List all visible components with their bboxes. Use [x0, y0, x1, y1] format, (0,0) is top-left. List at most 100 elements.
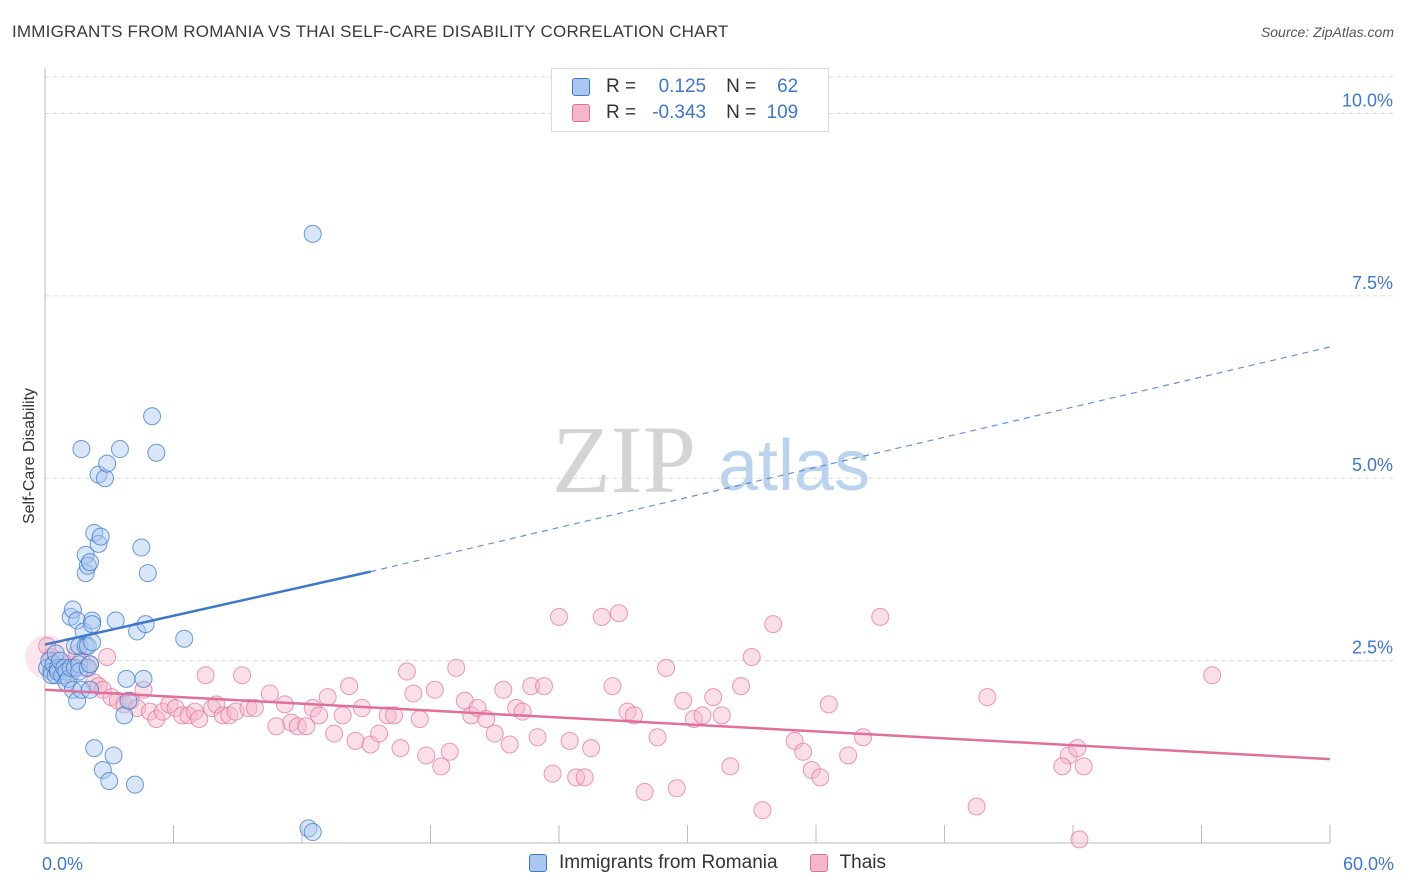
y-tick-label: 5.0% — [1352, 455, 1393, 475]
legend-row-romania: R = 0.125 N = 62 — [572, 75, 798, 99]
thais-point — [1053, 757, 1072, 776]
legend-label-thais: Thais — [839, 852, 887, 873]
y-axis-title: Self-Care Disability — [21, 388, 38, 524]
thais-point — [267, 717, 286, 736]
watermark-zip: ZIP — [552, 406, 696, 513]
thais-point — [233, 666, 252, 685]
thais-point — [325, 724, 344, 743]
series-legend: Immigrants from Romania Thais — [529, 852, 918, 874]
thais-point — [432, 757, 451, 776]
romania-point — [91, 527, 110, 546]
thais-point — [657, 658, 676, 677]
romania-point — [119, 691, 138, 710]
romania-point — [70, 662, 89, 681]
thais-point — [297, 717, 316, 736]
romania-point — [76, 564, 95, 583]
r-label: R = — [606, 102, 637, 123]
legend-row-thais: R = -0.343 N = 109 — [572, 101, 798, 125]
thais-point — [528, 728, 547, 747]
thais-point — [391, 739, 410, 758]
romania-point — [138, 564, 157, 583]
thais-point — [385, 706, 404, 725]
legend-item-romania[interactable]: Immigrants from Romania — [529, 852, 778, 874]
thais-point — [674, 691, 693, 710]
romania-point — [175, 629, 194, 648]
romania-point — [80, 680, 99, 699]
thais-point — [190, 709, 209, 728]
romania-point — [100, 771, 119, 790]
grid-layer — [45, 76, 1394, 662]
source-label: Source: ZipAtlas.com — [1260, 24, 1394, 40]
romania-point — [104, 746, 123, 765]
legend-label-romania: Immigrants from Romania — [559, 852, 778, 873]
thais-point — [260, 684, 279, 703]
thais-point — [560, 731, 579, 750]
thais-point — [404, 684, 423, 703]
thais-point — [1070, 830, 1089, 849]
legend-item-thais[interactable]: Thais — [809, 852, 887, 874]
romania-legend-swatch — [529, 854, 547, 872]
thais-point — [346, 731, 365, 750]
thais-point — [550, 607, 568, 626]
romania-point — [83, 615, 102, 634]
thais-point — [494, 680, 513, 699]
thais-point — [753, 801, 772, 820]
thais-point — [447, 658, 466, 677]
n-value: 109 — [766, 102, 799, 123]
thais-point — [854, 728, 873, 747]
romania-point — [143, 407, 162, 426]
trend-lines — [44, 346, 1331, 761]
thais-point — [370, 724, 389, 743]
thais-swatch — [572, 104, 590, 122]
romania-point — [134, 669, 153, 688]
thais-point — [485, 724, 504, 743]
romania-point — [59, 669, 78, 688]
thais-point — [592, 607, 611, 626]
thais-point — [811, 768, 830, 787]
thais-point — [340, 677, 359, 696]
y-tick-label: 10.0% — [1342, 90, 1393, 110]
thais-point — [245, 699, 264, 718]
thais-point — [1068, 739, 1087, 758]
thais-trend-line — [44, 688, 1331, 761]
romania-point — [72, 440, 91, 459]
thais-point — [417, 746, 436, 765]
thais-point — [742, 647, 761, 666]
romania-point — [93, 761, 112, 780]
n-label: N = — [726, 102, 757, 123]
thais-point — [333, 706, 352, 725]
thais-point — [819, 695, 838, 714]
r-value: -0.343 — [652, 102, 707, 123]
correlation-legend: R = 0.125 N = 62 R = -0.343 N = 109 — [551, 68, 829, 132]
romania-points — [38, 224, 322, 842]
romania-point — [80, 553, 99, 572]
thais-point — [635, 782, 654, 801]
thais-point — [462, 706, 481, 725]
axis-labels: 2.5% 5.0% 7.5% 10.0% 0.0% 60.0% Self-Care Disa… — [21, 90, 1394, 874]
thais-point — [712, 706, 731, 725]
romania-point — [89, 534, 108, 553]
watermark-atlas: atlas — [718, 426, 870, 506]
romania-trend-line — [44, 570, 371, 646]
thais-point — [410, 709, 429, 728]
romania-swatch — [572, 78, 590, 96]
thais-point — [98, 647, 117, 666]
romania-point — [98, 454, 117, 473]
thais-point — [500, 735, 519, 754]
romania-point — [63, 600, 82, 619]
romania-point — [70, 655, 89, 674]
chart-title: IMMIGRANTS FROM ROMANIA VS THAI SELF-CAR… — [12, 22, 729, 41]
thais-point — [522, 677, 541, 696]
thais-point — [609, 604, 628, 623]
y-tick-label: 7.5% — [1352, 273, 1393, 293]
thais-point — [1203, 666, 1222, 685]
thais-point — [648, 728, 667, 747]
romania-point — [110, 440, 129, 459]
romania-point — [132, 538, 151, 557]
thais-point — [310, 706, 329, 725]
thais-legend-swatch — [809, 854, 828, 872]
thais-point — [794, 742, 813, 761]
romania-point — [80, 655, 99, 674]
thais-point — [732, 677, 751, 696]
romania-point — [85, 739, 104, 758]
